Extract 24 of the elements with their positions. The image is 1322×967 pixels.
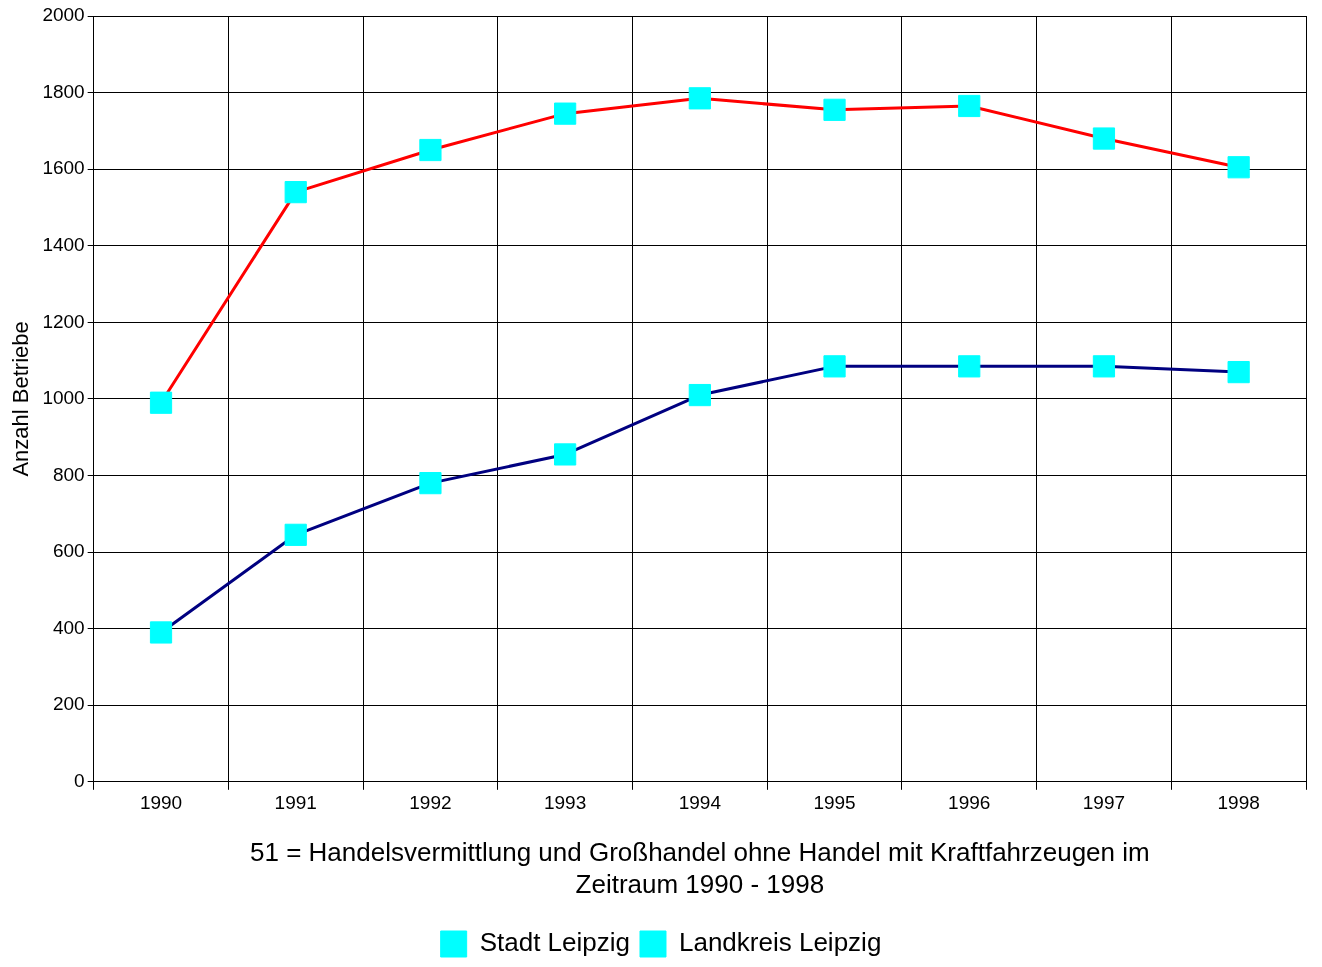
y-tick-label: 1800 <box>42 80 85 102</box>
y-tick-label: 0 <box>74 770 85 792</box>
x-tick-label: 1996 <box>948 792 991 814</box>
x-tick-label: 1990 <box>139 792 183 814</box>
legend-label: Landkreis Leipzig <box>678 927 882 958</box>
x-tick-label: 1995 <box>813 792 856 814</box>
y-tick-label: 1200 <box>42 310 85 332</box>
y-axis-title: Anzahl Betriebe <box>8 321 34 477</box>
y-tick-label: 800 <box>52 463 85 485</box>
y-tick-label: 2000 <box>42 4 85 26</box>
x-tick-label: 1994 <box>678 792 722 814</box>
x-tick-label: 1998 <box>1217 792 1260 814</box>
x-tick-label: 1992 <box>409 792 452 814</box>
legend-label: Stadt Leipzig <box>479 927 630 958</box>
x-tick-label: 1993 <box>543 792 587 814</box>
x-tick-label: 1991 <box>274 792 317 814</box>
y-tick-label: 1400 <box>42 233 85 255</box>
y-tick-label: 1600 <box>42 157 85 179</box>
y-tick-label: 400 <box>52 616 85 638</box>
x-axis-title: 51 = Handelsvermittlung und Großhandel ohne Handel mit Kraftfahrzeugen im Zeitraum 1990 - 1998 <box>249 837 1150 899</box>
y-tick-label: 1000 <box>42 387 85 409</box>
x-tick-label: 1997 <box>1082 792 1126 814</box>
y-tick-label: 200 <box>52 693 85 715</box>
y-tick-label: 600 <box>52 540 85 562</box>
